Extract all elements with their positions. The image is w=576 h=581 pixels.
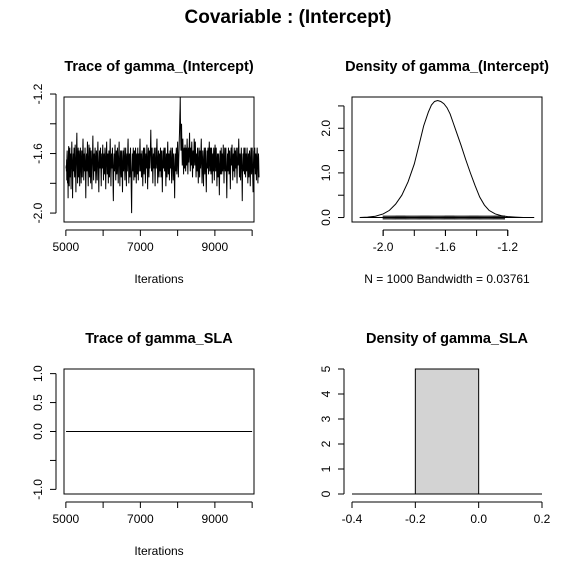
x-tick-label: 0.2 — [534, 512, 551, 526]
y-tick-label: 2 — [319, 440, 333, 447]
y-tick-label: 1.0 — [31, 365, 45, 382]
panel-title: Trace of gamma_SLA — [85, 331, 233, 347]
x-tick-label: 9000 — [202, 240, 229, 254]
y-tick-label: -1.0 — [31, 479, 45, 500]
x-tick-label: 5000 — [53, 512, 80, 526]
x-axis: 5000 7000 9000 — [53, 229, 253, 254]
x-axis-label: Iterations — [134, 272, 183, 286]
panel-3: Trace of gamma_SLA 5000 7000 9000 1.0 0.5 0.0 -… — [31, 331, 255, 558]
y-tick-label: 4 — [319, 390, 333, 397]
panel-title: Trace of gamma_(Intercept) — [64, 59, 254, 75]
histogram-bar — [414, 368, 480, 495]
y-axis: 1.0 0.5 0.0 -1.0 — [31, 365, 57, 500]
y-axis: -1.2 -1.6 -2.0 — [31, 83, 57, 223]
x-tick-label: 5000 — [53, 240, 80, 254]
x-axis: -0.4 -0.2 0.0 0.2 — [342, 501, 551, 526]
panel-1: Trace of gamma_(Intercept) 5000 7000 9000 -1… — [31, 59, 260, 286]
x-tick-label: -0.2 — [405, 512, 426, 526]
series-line — [359, 100, 532, 219]
series-group — [359, 100, 535, 220]
x-tick-label: -1.2 — [497, 240, 518, 254]
plot-frame — [351, 96, 543, 223]
plot-frame — [63, 368, 255, 495]
y-tick-label: 1 — [319, 465, 333, 472]
y-axis: 0.0 1.0 2.0 — [319, 105, 345, 226]
x-tick-label: 9000 — [202, 512, 229, 526]
y-tick-label: 2.0 — [319, 120, 333, 137]
x-tick-label: -1.6 — [435, 240, 456, 254]
y-tick-label: 0 — [319, 490, 333, 497]
y-axis: 0 1 2 3 4 5 — [319, 365, 345, 497]
y-tick-label: 0.5 — [31, 394, 45, 411]
panel-title: Density of gamma_(Intercept) — [345, 59, 549, 75]
panel-title: Density of gamma_SLA — [366, 331, 528, 347]
x-axis: 5000 7000 9000 — [53, 501, 253, 526]
series-line — [65, 96, 260, 214]
x-tick-label: 7000 — [127, 240, 154, 254]
y-tick-label: -2.0 — [31, 202, 45, 223]
y-tick-label: 0.0 — [319, 209, 333, 226]
panel-4: Density of gamma_SLA -0.4 -0.2 0.0 0.2 0 1 2 3 4 5 — [319, 331, 551, 526]
x-axis-label: Iterations — [134, 544, 183, 558]
figure-title: Covariable : (Intercept) — [185, 7, 392, 28]
x-tick-label: 7000 — [127, 512, 154, 526]
rug — [359, 215, 535, 220]
x-tick-label: -2.0 — [373, 240, 394, 254]
x-tick-label: 0.0 — [470, 512, 487, 526]
y-tick-label: -1.6 — [31, 143, 45, 164]
y-tick-label: 3 — [319, 415, 333, 422]
panel-2: Density of gamma_(Intercept) -2.0 -1.6 -1.2… — [319, 59, 549, 286]
x-axis-label: N = 1000 Bandwidth = 0.03761 — [364, 272, 530, 286]
y-tick-label: 5 — [319, 365, 333, 372]
series-group — [65, 96, 260, 214]
y-tick-label: 0.0 — [31, 423, 45, 440]
x-axis: -2.0 -1.6 -1.2 — [373, 229, 518, 254]
series-group — [352, 368, 542, 495]
y-tick-label: -1.2 — [31, 83, 45, 104]
x-tick-label: -0.4 — [342, 512, 363, 526]
y-tick-label: 1.0 — [319, 164, 333, 181]
